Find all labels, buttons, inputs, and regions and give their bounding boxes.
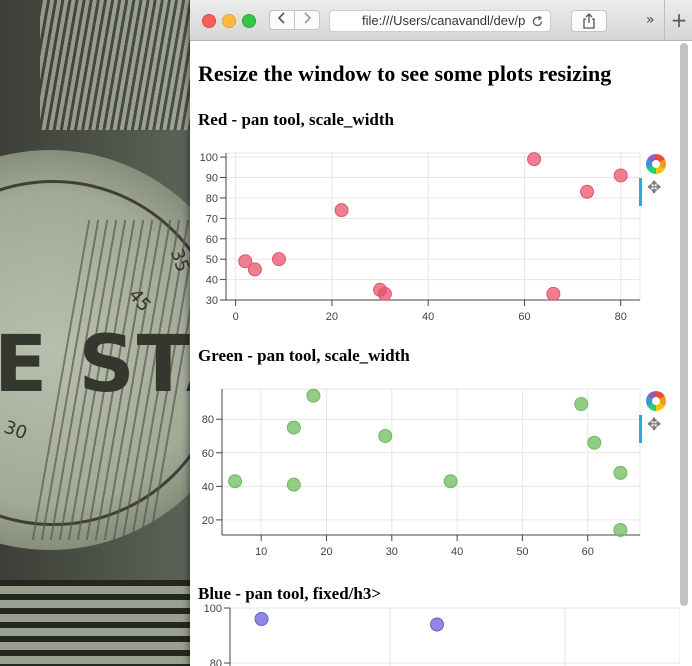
plot-frame [225,152,641,301]
x-tick-label: 80 [615,311,627,323]
y-tick-label: 50 [206,254,218,266]
data-point[interactable] [546,286,561,301]
double-chevron-icon[interactable]: » [646,12,655,28]
y-tick-label: 80 [202,414,214,426]
blue-scatter-plot[interactable]: 80 100 [190,601,680,666]
data-point[interactable] [247,262,262,277]
data-point[interactable] [587,435,602,450]
chevron-right-icon [304,12,312,24]
minimize-window-icon[interactable] [222,14,236,28]
x-tick-label: 30 [386,546,398,558]
section-title-blue: Blue - pan tool, fixed/h3> [198,584,382,603]
page-title: Resize the window to see some plots resi… [198,61,612,86]
pan-tool-icon[interactable]: ✥ [647,415,662,435]
x-tick-label: 60 [518,311,530,323]
y-tick-label: 100 [200,152,218,164]
url-text: file:///Users/canavandl/dev/p [362,13,526,28]
y-tick-label: 60 [202,448,214,460]
y-tick-label: 40 [206,275,218,287]
data-point[interactable] [378,428,393,443]
x-tick-label: 10 [255,546,267,558]
data-point[interactable] [443,474,458,489]
back-button[interactable] [269,10,295,30]
data-point[interactable] [613,465,628,480]
data-point[interactable] [238,254,253,269]
y-tick-label: 90 [206,173,218,185]
y-tick-label: 30 [206,295,218,307]
zoom-window-icon[interactable] [242,14,256,28]
bokeh-logo-icon[interactable] [646,391,666,411]
data-point[interactable] [334,203,349,218]
y-tick-label: 20 [202,515,214,527]
active-tool-indicator [639,178,642,206]
y-tick-label: 80 [206,193,218,205]
reload-icon[interactable] [531,11,544,34]
chevron-left-icon [277,12,285,24]
page-content: Resize the window to see some plots resi… [190,41,692,666]
x-tick-label: 40 [451,546,463,558]
forward-button[interactable] [294,10,320,30]
data-point[interactable] [580,184,595,199]
bokeh-logo-icon[interactable] [646,154,666,174]
address-bar[interactable]: file:///Users/canavandl/dev/p [329,10,551,32]
y-tick-label: 40 [202,481,214,493]
section-title-green: Green - pan tool, scale_width [198,346,410,365]
x-tick-label: 50 [516,546,528,558]
new-tab-button[interactable]: + [664,0,692,40]
data-point[interactable] [254,612,269,626]
x-tick-label: 20 [326,311,338,323]
x-tick-label: 60 [582,546,594,558]
share-icon [583,13,595,29]
y-tick-label: 60 [206,234,218,246]
data-point[interactable] [430,617,444,632]
vertical-scrollbar[interactable] [680,43,688,606]
section-title-red: Red - pan tool, scale_width [198,110,394,129]
share-button[interactable] [571,10,607,32]
data-point[interactable] [574,397,589,412]
data-point[interactable] [286,420,301,435]
y-tick-label: 70 [206,213,218,225]
data-point[interactable] [613,168,628,183]
wallpaper-headdress [40,0,190,130]
data-point[interactable] [527,152,542,167]
browser-window: file:///Users/canavandl/dev/p » + Resize… [190,0,692,666]
x-tick-label: 0 [233,311,239,323]
active-tool-indicator [639,415,642,443]
data-point[interactable] [271,252,286,267]
plot-frame [221,388,641,536]
data-point[interactable] [613,522,628,537]
green-scatter-plot[interactable]: 10 20 30 40 50 60 20 40 60 80 [190,385,642,563]
wallpaper-stripes [0,580,190,666]
plot-frame [229,607,680,664]
close-window-icon[interactable] [202,14,216,28]
x-tick-label: 20 [320,546,332,558]
pan-tool-icon[interactable]: ✥ [647,178,662,198]
data-point[interactable] [228,474,243,489]
data-point[interactable] [306,388,321,403]
y-tick-label: 80 [210,658,222,666]
y-tick-label: 100 [204,603,222,615]
browser-titlebar: file:///Users/canavandl/dev/p » + [190,0,692,41]
red-scatter-plot[interactable]: 0 20 40 60 80 30 40 50 60 70 80 90 100 [190,147,642,327]
data-point[interactable] [286,477,301,492]
data-point[interactable] [377,286,392,301]
x-tick-label: 40 [422,311,434,323]
